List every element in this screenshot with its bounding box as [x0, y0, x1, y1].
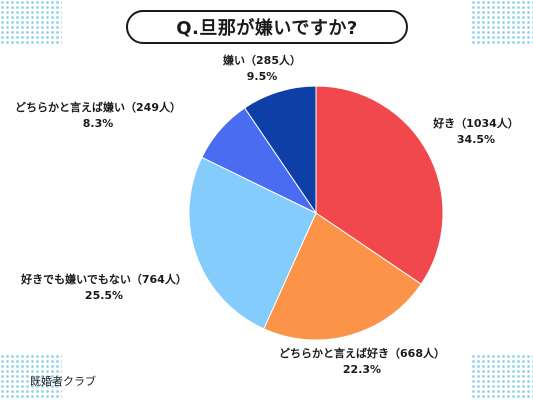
chart-title: Q.旦那が嫌いですか? — [176, 18, 358, 39]
decorative-dots-top-left — [0, 0, 62, 46]
slice-percent: 8.3% — [82, 117, 114, 130]
slice-count: （1034人） — [455, 117, 519, 130]
slice-name: 嫌い — [223, 54, 246, 67]
chart-title-box: Q.旦那が嫌いですか? — [126, 10, 408, 44]
slice-name: 好きでも嫌いでもない — [21, 273, 131, 286]
slice-label-suki: 好き（1034人） 34.5% — [433, 116, 519, 148]
slice-dochira-demo-nai — [188, 156, 317, 330]
slice-percent: 9.5% — [246, 70, 278, 83]
slice-name: どちらかと言えば嫌い — [15, 101, 126, 114]
slice-count: （249人） — [125, 101, 181, 114]
slice-label-kirai: 嫌い（285人） 9.5% — [223, 53, 301, 85]
slice-count: （764人） — [130, 273, 187, 286]
decorative-dots-top-right — [471, 0, 533, 46]
decorative-dots-bottom-right — [471, 354, 533, 400]
slice-percent: 25.5% — [84, 289, 124, 302]
slice-label-dochiraka-kirai: どちらかと言えば嫌い（249人） 8.3% — [15, 100, 181, 132]
slice-suki — [315, 85, 444, 285]
slice-label-dochira-demo-nai: 好きでも嫌いでもない（764人） 25.5% — [21, 272, 187, 304]
slice-kirai — [243, 85, 317, 215]
source-credit: 既婚者クラブ — [30, 375, 96, 388]
slice-count: （668人） — [389, 347, 445, 360]
slice-percent: 22.3% — [342, 363, 382, 376]
slice-dochiraka-suki — [263, 212, 422, 341]
slice-label-dochiraka-suki: どちらかと言えば好き（668人） 22.3% — [279, 346, 445, 378]
pie-slices — [188, 85, 444, 341]
slice-percent: 34.5% — [456, 133, 496, 146]
slice-name: どちらかと言えば好き — [279, 347, 390, 360]
decorative-dots-bottom-left — [0, 354, 62, 400]
slice-name: 好き — [433, 117, 456, 130]
slice-count: （285人） — [245, 54, 301, 67]
